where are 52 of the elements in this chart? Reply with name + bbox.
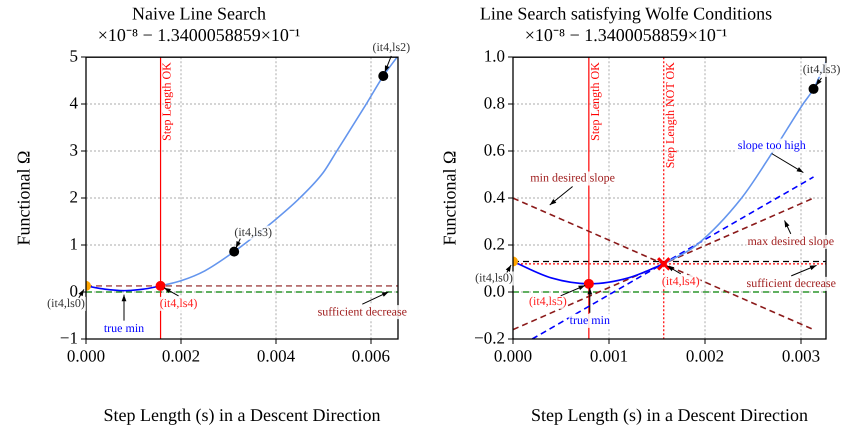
annotation: true min [104, 320, 144, 335]
y-axis-title: Functional Ω [14, 150, 34, 246]
x-tick-label: 0.004 [256, 346, 296, 366]
x-tick-label: 0.000 [494, 346, 532, 366]
annotation: (it4,ls3) [802, 62, 840, 76]
x-tick-label: 0.003 [782, 346, 820, 366]
point [808, 84, 819, 94]
point [584, 278, 594, 289]
chart-title: Naive Line Search [132, 4, 266, 24]
point [229, 246, 240, 257]
point [378, 70, 388, 81]
x-tick-label: 0.002 [162, 346, 200, 366]
annotation: (it4,ls4) [160, 296, 198, 310]
ref-line-label: Step Length OK [160, 62, 174, 141]
y-tick-label: 0.8 [484, 94, 505, 113]
y-axis-title: Functional Ω [440, 150, 460, 246]
annotation: slope too high [738, 138, 806, 152]
x-tick-label: 0.000 [66, 346, 106, 366]
ref-line-label: Step Length NOT OK [662, 62, 677, 168]
y-tick-label: −1 [60, 328, 78, 348]
annotation: sufficient decrease [318, 304, 408, 318]
annotation: (it4,ls4) [662, 274, 700, 288]
y-tick-label: 0.6 [484, 140, 505, 160]
annotation: (it4,ls2) [372, 40, 410, 54]
y-tick-label: 5 [70, 46, 78, 66]
annotation: true min [570, 312, 610, 327]
y-tick-label: 1 [70, 234, 78, 254]
x-axis-title: Step Length (s) in a Descent Direction [531, 404, 808, 425]
x-tick-label: 0.006 [352, 346, 390, 366]
annotation: (it4,ls0) [47, 296, 85, 310]
annotation: (it4,ls0) [475, 270, 513, 285]
annotation: (it4,ls3) [234, 224, 272, 239]
y-tick-label: 4 [70, 94, 78, 113]
annotation: sufficient decrease [746, 276, 836, 290]
annotation: (it4,ls5) [529, 294, 567, 308]
ref-line-label: Step Length OK [588, 62, 602, 141]
annotation: min desired slope [530, 170, 615, 185]
chart-subtitle: ×10⁻⁸ − 1.3400058859×10⁻¹ [98, 25, 300, 46]
point [656, 256, 671, 272]
y-tick-label: −0.2 [474, 328, 505, 348]
y-tick-label: 2 [70, 188, 78, 207]
y-tick-label: 1.0 [484, 46, 505, 66]
y-tick-label: 0.4 [484, 188, 506, 207]
x-tick-label: 0.001 [590, 346, 628, 366]
chart-subtitle: ×10⁻⁸ − 1.3400058859×10⁻¹ [524, 25, 728, 46]
x-tick-label: 0.002 [686, 346, 724, 366]
y-tick-label: 3 [70, 140, 78, 160]
point [156, 280, 166, 291]
annotation: max desired slope [747, 234, 834, 248]
x-axis-title: Step Length (s) in a Descent Direction [104, 404, 380, 425]
y-tick-label: 0.2 [484, 234, 505, 254]
chart-title: Line Search satisfying Wolfe Conditions [480, 4, 772, 24]
